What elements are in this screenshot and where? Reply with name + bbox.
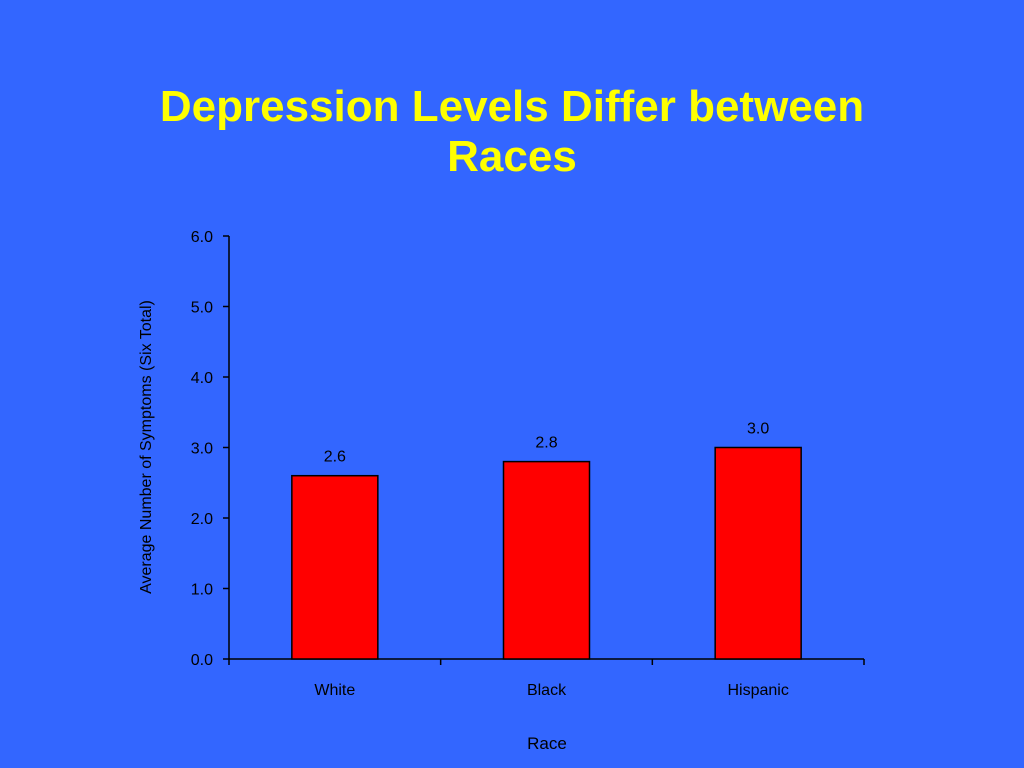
y-tick-label: 2.0 bbox=[191, 511, 213, 528]
data-label: 2.6 bbox=[324, 449, 346, 466]
y-axis: 0.0 1.0 2.0 3.0 4.0 5.0 6.0 bbox=[191, 229, 230, 669]
y-tick-label: 3.0 bbox=[191, 441, 213, 458]
data-label: 3.0 bbox=[747, 421, 769, 438]
y-tick-label: 4.0 bbox=[191, 370, 213, 387]
y-tick-label: 5.0 bbox=[191, 300, 213, 317]
bar-hispanic bbox=[714, 446, 802, 660]
slide-title-line-2: Races bbox=[447, 132, 577, 181]
y-axis-title: Average Number of Symptoms (Six Total) bbox=[138, 300, 155, 594]
y-tick-label: 6.0 bbox=[191, 229, 213, 246]
y-tick-label: 0.0 bbox=[191, 652, 213, 669]
x-category-label: Black bbox=[527, 682, 567, 699]
bar-white bbox=[291, 474, 379, 660]
bars: 2.6 2.8 3.0 bbox=[291, 421, 802, 660]
x-axis-title: Race bbox=[527, 734, 567, 753]
x-axis: White Black Hispanic bbox=[228, 658, 865, 699]
slide-title: Depression Levels Differ between Races bbox=[0, 82, 1024, 182]
y-tick-label: 1.0 bbox=[191, 582, 213, 599]
x-category-label: White bbox=[314, 682, 355, 699]
data-label: 2.8 bbox=[535, 435, 557, 452]
bar-black bbox=[502, 460, 591, 660]
slide-title-line-1: Depression Levels Differ between bbox=[159, 82, 865, 131]
x-category-label: Hispanic bbox=[727, 682, 788, 699]
